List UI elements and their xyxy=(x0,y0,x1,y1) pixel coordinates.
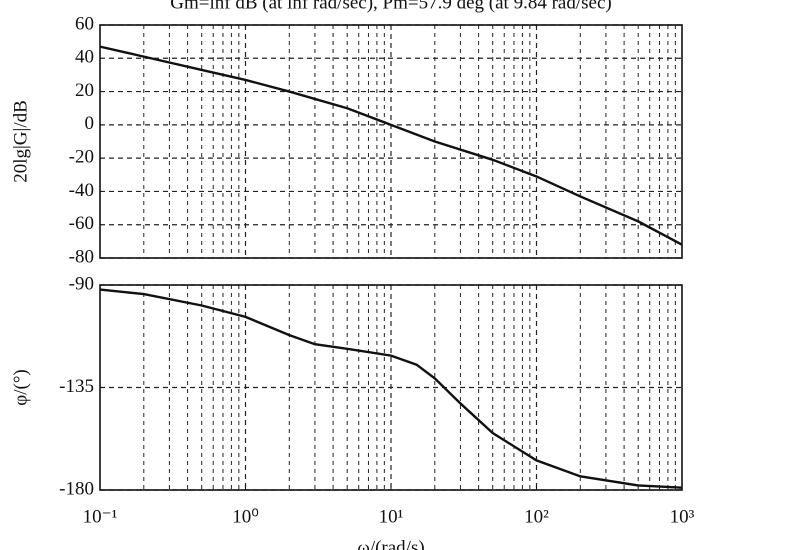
y-tick-label: -60 xyxy=(69,213,94,234)
curve xyxy=(99,288,683,489)
y-tick-label: 20 xyxy=(75,80,94,101)
x-tick-label: 10² xyxy=(524,506,549,527)
x-tick-label: 10³ xyxy=(670,506,695,527)
y-tick-label: 60 xyxy=(75,13,94,34)
x-tick-label: 10⁰ xyxy=(232,506,259,527)
y-tick-label: -90 xyxy=(69,273,94,294)
y-tick-label: 0 xyxy=(85,113,95,134)
plot-frame xyxy=(99,284,683,491)
x-tick-label: 10¹ xyxy=(379,506,404,527)
chart-title: Gm=inf dB (at inf rad/sec), Pm=57.9 deg … xyxy=(170,0,611,13)
y-tick-label: -80 xyxy=(69,246,94,267)
y-tick-label: 40 xyxy=(75,47,94,68)
y-axis-label: φ/(°) xyxy=(10,369,31,406)
y-axis-label: 20lg|G|/dB xyxy=(10,100,31,183)
y-tick-label: -180 xyxy=(59,478,94,499)
x-tick-label: 10⁻¹ xyxy=(83,506,118,527)
curve xyxy=(99,45,683,246)
y-tick-label: -20 xyxy=(69,147,94,168)
y-tick-label: -40 xyxy=(69,180,94,201)
y-tick-label: -135 xyxy=(59,376,94,397)
x-axis-label: ω/(rad/s) xyxy=(357,537,424,550)
plot-frame xyxy=(99,24,683,259)
